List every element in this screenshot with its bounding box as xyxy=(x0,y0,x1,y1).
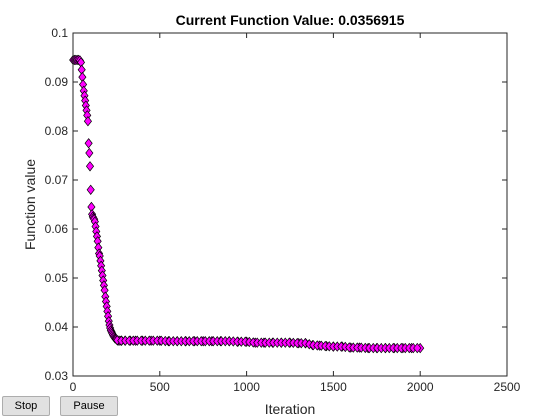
data-point-16 xyxy=(83,116,92,127)
x-tick-label-2: 1000 xyxy=(233,380,260,394)
x-axis-label: Iteration xyxy=(265,401,316,417)
y-tick-label-6: 0.09 xyxy=(45,75,69,89)
y-tick-label-7: 0.1 xyxy=(51,26,68,40)
x-tick-label-0: 0 xyxy=(70,380,77,394)
y-tick-label-2: 0.05 xyxy=(45,271,69,285)
y-tick-label-0: 0.03 xyxy=(45,369,69,383)
axes-box xyxy=(72,32,508,377)
y-axis-label: Function value xyxy=(22,159,38,250)
x-tick-label-5: 2500 xyxy=(494,380,521,394)
x-tick-label-3: 1500 xyxy=(320,380,347,394)
dense-marker xyxy=(413,342,422,354)
axis-ticks: 0 500 1000 1500 2000 2500 0.03 0.04 0.05 0.06 0.07… xyxy=(45,26,521,394)
pause-button[interactable]: Pause xyxy=(60,396,118,416)
chart-title: Current Function Value: 0.0356915 xyxy=(176,12,405,28)
x-tick-label-1: 500 xyxy=(150,380,170,394)
stop-button[interactable]: Stop xyxy=(2,396,50,416)
data-point-17 xyxy=(84,138,93,149)
data-point-20 xyxy=(86,184,95,195)
y-tick-label-5: 0.08 xyxy=(45,124,69,138)
data-markers xyxy=(69,54,425,354)
y-tick-label-4: 0.07 xyxy=(45,173,69,187)
data-point-19 xyxy=(85,161,95,172)
y-tick-label-3: 0.06 xyxy=(45,222,69,236)
y-tick-label-1: 0.04 xyxy=(45,320,69,334)
x-tick-label-4: 2000 xyxy=(407,380,434,394)
data-point-18 xyxy=(85,147,94,159)
